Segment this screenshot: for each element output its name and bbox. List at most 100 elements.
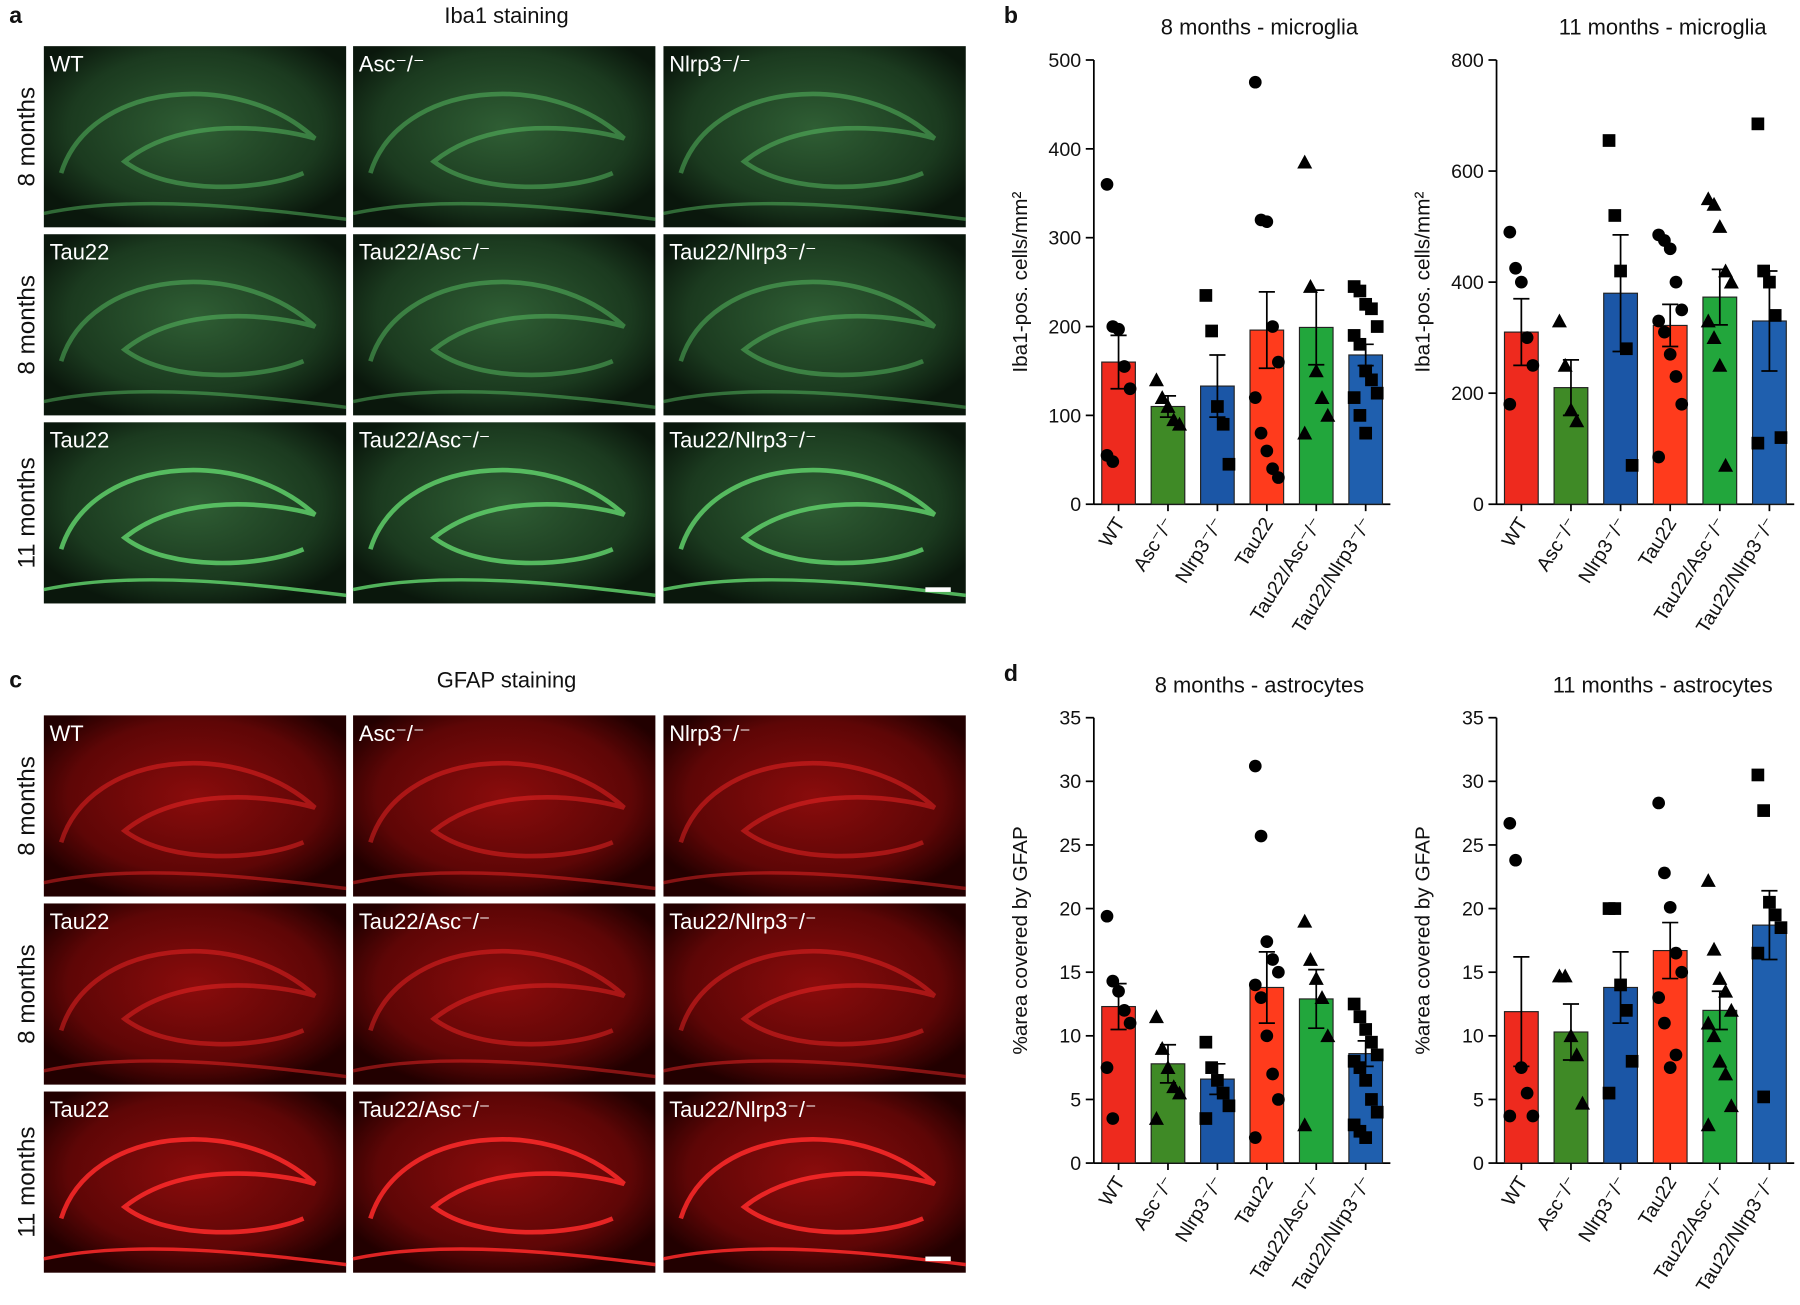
tissue-edge bbox=[663, 871, 966, 891]
data-point bbox=[1700, 1117, 1716, 1132]
x-tick-label: Tau22 bbox=[1231, 1173, 1278, 1230]
bar bbox=[1101, 1005, 1136, 1164]
data-point bbox=[1712, 219, 1728, 233]
data-point bbox=[1347, 997, 1361, 1011]
data-point bbox=[1254, 829, 1268, 843]
data-point bbox=[1620, 1004, 1633, 1017]
data-point bbox=[1658, 1016, 1671, 1030]
tissue-edge bbox=[43, 1059, 347, 1079]
data-point bbox=[1768, 309, 1782, 322]
tissue-edge bbox=[663, 1059, 966, 1079]
data-point bbox=[1515, 275, 1528, 289]
y-tick-label: 500 bbox=[1048, 50, 1081, 72]
error-bar bbox=[1258, 291, 1275, 370]
y-tick-label: 100 bbox=[1048, 405, 1081, 427]
data-point bbox=[1569, 1047, 1585, 1062]
micrograph: Tau22/Asc⁻/⁻ bbox=[352, 1091, 656, 1273]
tissue-edge bbox=[352, 578, 656, 598]
data-point bbox=[1117, 1004, 1131, 1017]
image-background bbox=[663, 715, 966, 897]
image-label: WT bbox=[50, 52, 84, 77]
image-background bbox=[353, 715, 656, 897]
x-tick-label: Asc⁻/⁻ bbox=[1129, 1173, 1179, 1235]
data-point bbox=[1154, 390, 1170, 404]
data-point bbox=[1774, 921, 1788, 935]
data-point bbox=[1763, 895, 1776, 909]
image-background bbox=[353, 46, 656, 228]
tissue-edge bbox=[43, 1247, 347, 1267]
data-point bbox=[1353, 284, 1367, 298]
row-label: 8 months bbox=[14, 944, 41, 1044]
data-point bbox=[1160, 1060, 1176, 1074]
data-point bbox=[1675, 965, 1689, 979]
data-point bbox=[1248, 759, 1262, 773]
data-point bbox=[1211, 1074, 1224, 1087]
image-background bbox=[353, 1091, 656, 1273]
data-point bbox=[1106, 455, 1120, 468]
data-point bbox=[1106, 974, 1120, 988]
tissue-edge bbox=[352, 201, 656, 221]
image-background bbox=[353, 234, 656, 416]
data-point bbox=[1515, 1061, 1528, 1074]
data-point bbox=[1148, 372, 1164, 387]
tissue-layer bbox=[368, 467, 626, 566]
data-point bbox=[1663, 900, 1677, 914]
data-point bbox=[1706, 941, 1722, 956]
data-point bbox=[1751, 436, 1765, 450]
panel-letter: c bbox=[9, 667, 22, 693]
row-label: 11 months bbox=[14, 1126, 41, 1237]
image-background bbox=[43, 715, 347, 897]
panel-title: GFAP staining bbox=[437, 668, 577, 693]
y-tick-label: 5 bbox=[1070, 1089, 1081, 1111]
data-point bbox=[1260, 935, 1274, 949]
data-point bbox=[1308, 971, 1324, 985]
data-point bbox=[1763, 275, 1776, 289]
y-tick-label: 35 bbox=[1462, 708, 1484, 730]
data-point bbox=[1112, 984, 1125, 998]
data-point bbox=[1254, 991, 1268, 1004]
chart-title: 8 months - astrocytes bbox=[1155, 672, 1364, 697]
x-tick-label: Asc⁻/⁻ bbox=[1532, 1173, 1582, 1235]
data-point bbox=[1706, 196, 1722, 211]
data-point bbox=[1370, 1105, 1384, 1119]
image-background bbox=[663, 903, 966, 1085]
data-point bbox=[1172, 1085, 1188, 1100]
data-point bbox=[1557, 968, 1573, 983]
micrograph: Nlrp3⁻/⁻ bbox=[663, 715, 966, 897]
data-point bbox=[1370, 386, 1384, 400]
data-point bbox=[1199, 1112, 1213, 1125]
bar-chart: 11 months - astrocytes %area covered by G… bbox=[1412, 672, 1795, 1296]
panel-letter: b bbox=[1004, 2, 1018, 28]
image-label: Tau22/Asc⁻/⁻ bbox=[359, 428, 491, 453]
tissue-layer bbox=[678, 760, 937, 859]
x-tick-label: WT bbox=[1498, 514, 1533, 552]
data-point bbox=[1774, 431, 1788, 444]
y-tick-label: 25 bbox=[1059, 835, 1081, 857]
y-tick-label: 20 bbox=[1462, 898, 1484, 920]
tissue-layer bbox=[58, 279, 317, 378]
tissue-edge bbox=[43, 871, 347, 891]
row-label: 8 months bbox=[14, 275, 41, 375]
data-point bbox=[1359, 426, 1373, 440]
y-axis-label: Iba1-pos. cells/mm² bbox=[1009, 192, 1032, 373]
x-tick-label: Nlrp3⁻/⁻ bbox=[1574, 1173, 1631, 1247]
tissue-layer bbox=[678, 948, 937, 1047]
micrograph: Tau22/Asc⁻/⁻ bbox=[352, 422, 656, 604]
y-tick-label: 0 bbox=[1070, 1153, 1081, 1175]
data-point bbox=[1652, 314, 1665, 328]
tissue-edge bbox=[43, 201, 347, 221]
image-label: Tau22 bbox=[50, 428, 110, 453]
image-background bbox=[43, 903, 347, 1085]
data-point bbox=[1620, 342, 1633, 356]
tissue-layer bbox=[678, 1137, 937, 1235]
data-point bbox=[1625, 459, 1639, 472]
chart-title: 11 months - astrocytes bbox=[1553, 672, 1773, 697]
data-point bbox=[1509, 853, 1522, 867]
data-point bbox=[1557, 357, 1573, 372]
tissue-edge bbox=[663, 390, 966, 410]
image-label: Tau22/Asc⁻/⁻ bbox=[359, 240, 491, 265]
micrograph: Tau22 bbox=[43, 422, 347, 604]
micrograph: Tau22/Asc⁻/⁻ bbox=[352, 903, 656, 1085]
y-tick-label: 15 bbox=[1059, 962, 1081, 984]
error-bar bbox=[1662, 303, 1679, 348]
